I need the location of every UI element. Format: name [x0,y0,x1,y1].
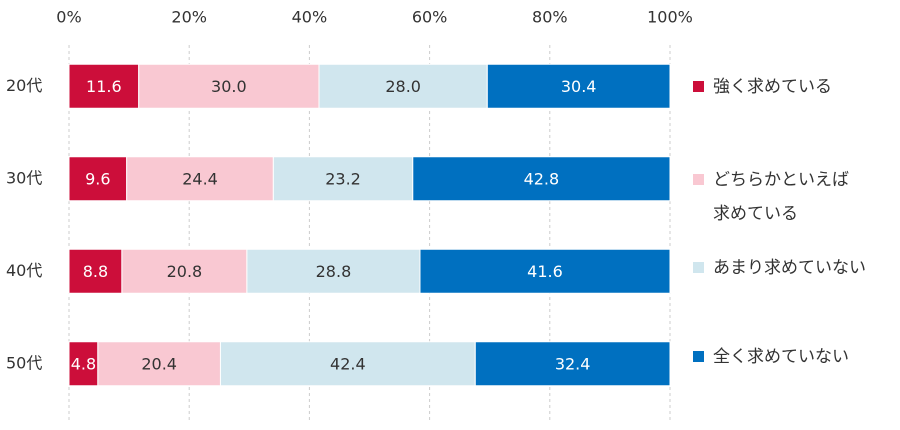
value-label: 9.6 [85,169,110,188]
value-label: 20.4 [141,354,177,373]
bar-segment [474,341,671,387]
legend-swatch [693,81,704,92]
value-label: 32.4 [555,354,591,373]
bar-segment [412,156,671,202]
legend-swatch [693,174,704,185]
bar-segment [486,63,671,109]
value-label: 23.2 [325,169,361,188]
value-label: 41.6 [527,262,563,281]
value-label: 24.4 [182,169,218,188]
value-label: 30.0 [211,77,247,96]
bar-segment [272,156,414,202]
y-tick-label: 30代 [6,168,42,187]
value-label: 28.8 [316,262,352,281]
legend-item: 全く求めていない [690,340,849,374]
legend-item: 強く求めている [690,70,832,104]
x-tick-label: 0% [56,8,81,27]
legend-label: あまり求めていない [713,258,866,278]
bar-segment [246,248,421,294]
bar-segment [318,63,488,109]
value-label: 8.8 [83,262,108,281]
value-label: 11.6 [86,77,122,96]
bar-segment [419,248,671,294]
legend-label: 全く求めていない [713,347,849,367]
value-label: 42.8 [524,169,560,188]
value-label: 42.4 [330,354,366,373]
y-tick-label: 20代 [6,76,42,95]
value-label: 30.4 [561,77,597,96]
bar-segment [97,341,221,387]
x-tick-label: 100% [647,8,693,27]
x-tick-label: 60% [412,8,448,27]
bar-segment [68,63,140,109]
x-tick-label: 80% [532,8,568,27]
value-label: 28.0 [385,77,421,96]
bar-segment [121,248,248,294]
legend-swatch [693,351,704,362]
y-tick-label: 50代 [6,353,42,372]
bar-segment [126,156,274,202]
value-label: 20.8 [167,262,203,281]
bar-segment [138,63,320,109]
bar-segment [219,341,476,387]
y-tick-label: 40代 [6,261,42,280]
legend-label: 強く求めている [713,77,832,97]
legend-item: どちらかといえば 求めている [690,163,849,231]
x-tick-label: 40% [292,8,328,27]
legend-label: どちらかといえば 求めている [713,170,849,224]
value-label: 4.8 [71,354,96,373]
legend-item: あまり求めていない [690,251,866,285]
x-tick-label: 20% [171,8,207,27]
legend-swatch [693,262,704,273]
